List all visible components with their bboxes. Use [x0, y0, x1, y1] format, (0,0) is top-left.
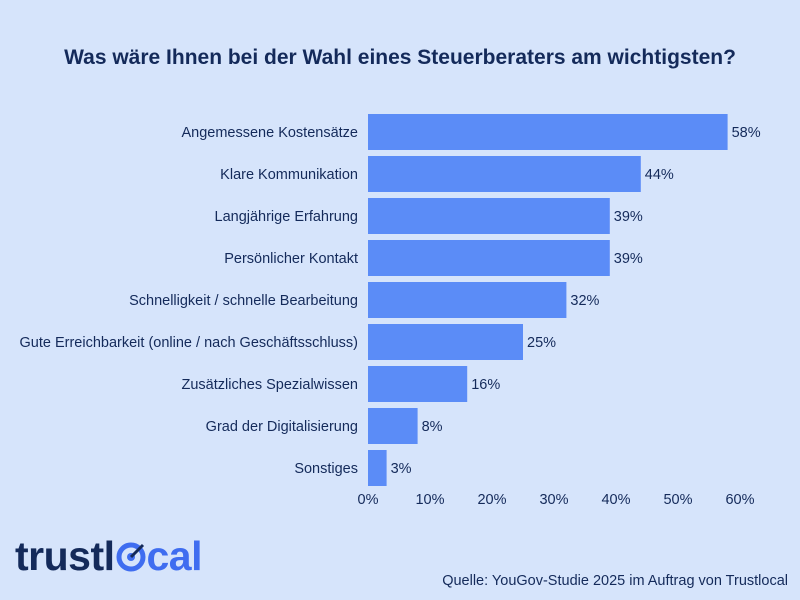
bar	[368, 156, 641, 192]
x-tick-label: 40%	[601, 492, 630, 508]
category-label: Schnelligkeit / schnelle Bearbeitung	[129, 293, 358, 309]
logo-text-start: trustl	[15, 533, 115, 579]
bar	[368, 450, 387, 486]
x-tick-label: 50%	[663, 492, 692, 508]
category-label: Klare Kommunikation	[220, 167, 358, 183]
value-label: 58%	[732, 125, 761, 141]
bar	[368, 366, 468, 402]
category-label: Zusätzliches Spezialwissen	[182, 377, 359, 393]
x-tick-label: 30%	[539, 492, 568, 508]
x-tick-label: 0%	[358, 492, 379, 508]
category-label: Persönlicher Kontakt	[224, 251, 358, 267]
category-label: Grad der Digitalisierung	[206, 419, 358, 435]
bar	[368, 114, 728, 150]
category-label: Angemessene Kostensätze	[181, 125, 358, 141]
bar	[368, 240, 610, 276]
value-label: 39%	[614, 251, 643, 267]
bar	[368, 198, 610, 234]
value-label: 16%	[471, 377, 500, 393]
value-label: 44%	[645, 167, 674, 183]
value-label: 32%	[570, 293, 599, 309]
value-label: 25%	[527, 335, 556, 351]
value-label: 39%	[614, 209, 643, 225]
value-label: 8%	[422, 419, 443, 435]
category-label: Gute Erreichbarkeit (online / nach Gesch…	[20, 335, 358, 351]
trustlocal-logo: trustl cal	[15, 536, 202, 577]
x-tick-label: 10%	[415, 492, 444, 508]
bar	[368, 324, 523, 360]
logo-text-end: cal	[146, 533, 203, 579]
category-label: Sonstiges	[294, 461, 358, 477]
x-tick-label: 20%	[477, 492, 506, 508]
target-o-icon	[116, 538, 146, 572]
source-note: Quelle: YouGov-Studie 2025 im Auftrag vo…	[442, 573, 788, 589]
x-tick-label: 60%	[725, 492, 754, 508]
bar	[368, 408, 418, 444]
value-label: 3%	[391, 461, 412, 477]
category-label: Langjährige Erfahrung	[215, 209, 359, 225]
bar	[368, 282, 567, 318]
chart-title: Was wäre Ihnen bei der Wahl eines Steuer…	[64, 46, 736, 69]
